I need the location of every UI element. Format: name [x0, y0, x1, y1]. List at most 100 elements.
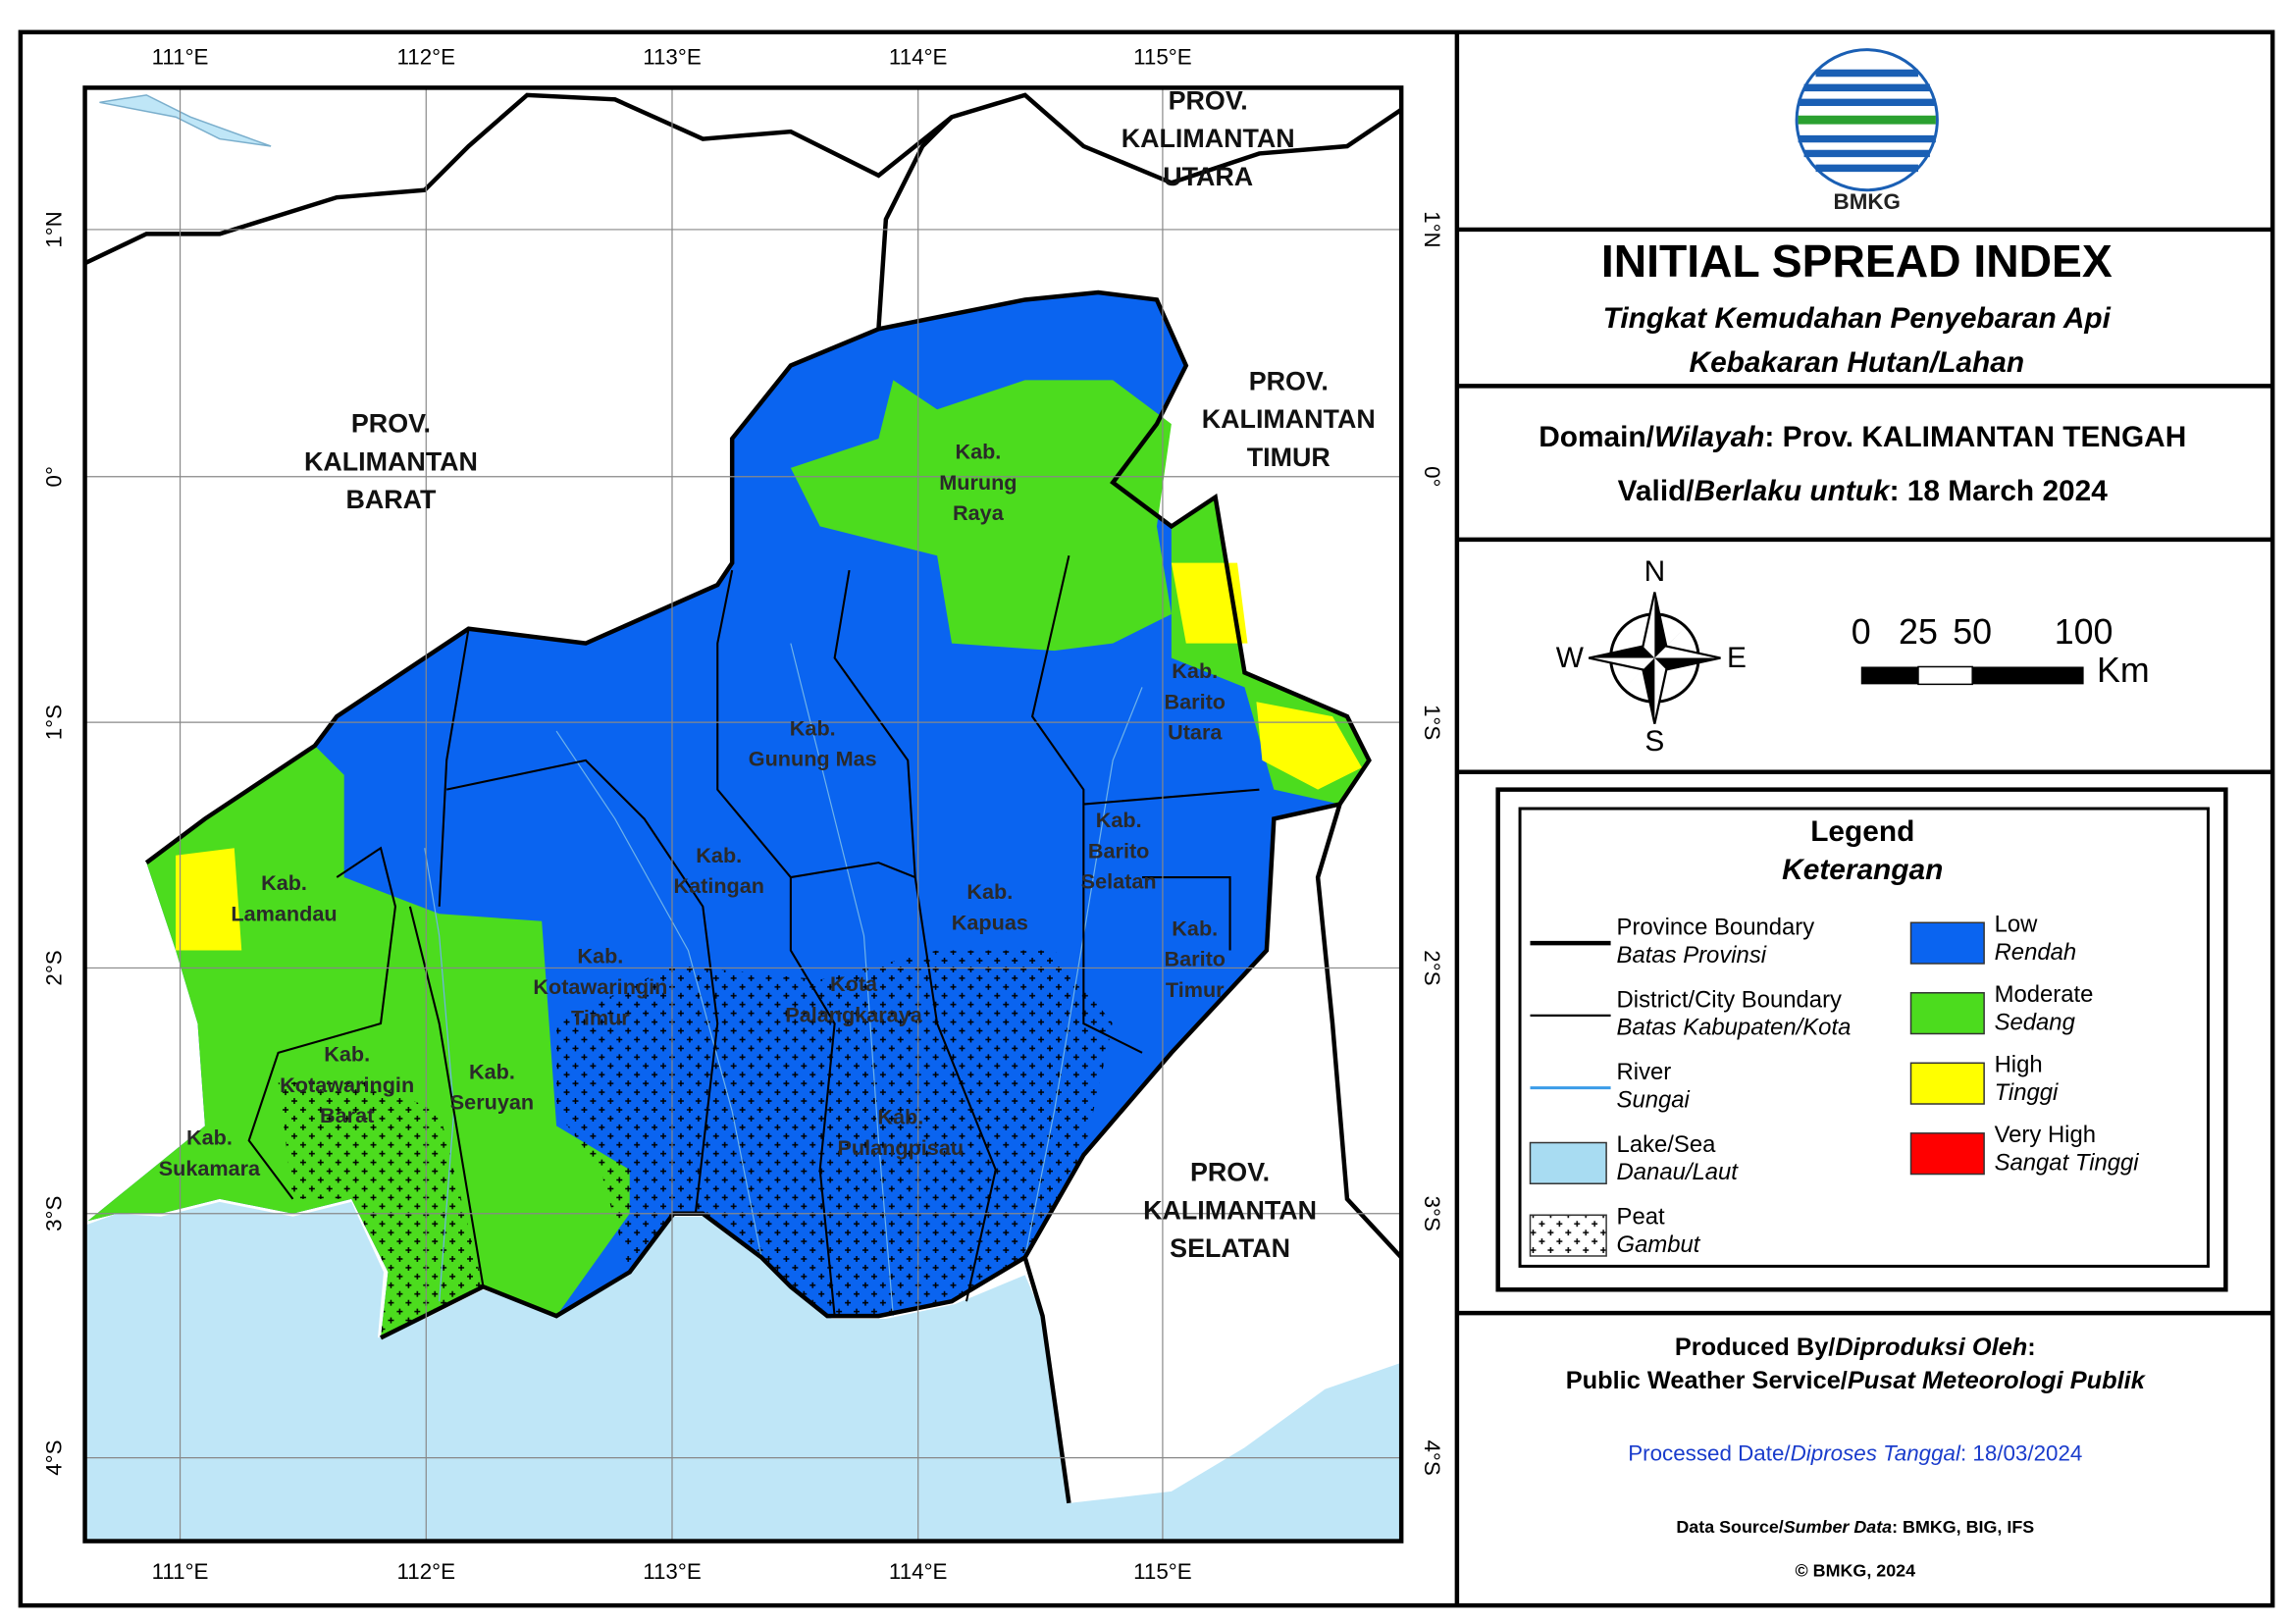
province-label: TIMUR [1247, 443, 1331, 472]
district-label: Kota [830, 971, 878, 996]
district-label: Kab. [1172, 916, 1218, 940]
produced-line-part: : [2027, 1334, 2035, 1361]
map-area [82, 85, 1404, 1544]
district-label: Sukamara [159, 1156, 261, 1180]
legend-label: Province Boundary [1617, 915, 1815, 941]
lat-label-right: 1°S [1420, 705, 1444, 740]
district-label: Kotawaringin [280, 1073, 414, 1097]
compass-letter: E [1727, 642, 1747, 674]
province-label: KALIMANTAN [1143, 1195, 1317, 1225]
lat-label-left: 1°N [42, 211, 67, 248]
processed-line-part: Diproses Tanggal [1791, 1441, 1961, 1466]
district-label: Murung [939, 470, 1017, 495]
legend-inner-frame [1518, 807, 2210, 1268]
district-label: Barito [1165, 947, 1226, 971]
scale-segment [1860, 666, 1918, 685]
scale-tick: 0 [1852, 612, 1871, 652]
province-label: PROV. [1190, 1158, 1270, 1187]
district-label: Barat [320, 1103, 374, 1127]
processed-line-part: : 18/03/2024 [1960, 1441, 2082, 1466]
district-label: Gunung Mas [749, 747, 877, 771]
province-label: KALIMANTAN [1202, 404, 1376, 434]
district-label: Kab. [696, 843, 742, 867]
lat-label-right: 0° [1420, 466, 1444, 487]
lat-label-left: 4°S [42, 1440, 67, 1475]
produced-line-part: Produced By/ [1675, 1334, 1835, 1361]
graticule [84, 87, 1402, 1542]
legend-sublabel: Rendah [1995, 939, 2077, 966]
logo-stripes [1798, 69, 1936, 173]
river [555, 730, 762, 1258]
legend-subtitle: Keterangan [1782, 854, 1943, 886]
legend-sublabel: Batas Kabupaten/Kota [1617, 1015, 1852, 1041]
domain-line: Domain/Wilayah: Prov. KALIMANTAN TENGAH [1539, 421, 2186, 453]
district-label: Kab. [186, 1126, 233, 1150]
lon-label-top: 112°E [396, 45, 455, 70]
processed-line: Processed Date/Diproses Tanggal: 18/03/2… [1628, 1441, 2082, 1466]
scale-segment [1972, 666, 2084, 685]
legend-label: District/City Boundary [1617, 986, 1842, 1013]
compass-letter: S [1644, 725, 1664, 758]
lat-label-right: 3°S [1420, 1196, 1444, 1231]
district-label: Timur [571, 1005, 630, 1029]
province-boundaries [83, 92, 1403, 1504]
scale-segment [1917, 665, 1973, 686]
valid-line-part: : 18 March 2024 [1890, 475, 2109, 507]
compass-letter: W [1556, 642, 1585, 674]
province-label: UTARA [1163, 162, 1253, 191]
compass-star-fill [1589, 592, 1721, 724]
legend-label: Low [1995, 912, 2039, 938]
title: INITIAL SPREAD INDEX [1601, 236, 2113, 287]
lon-label-top: 113°E [643, 45, 702, 70]
river [790, 643, 894, 1317]
subtitle: Kebakaran Hutan/Lahan [1690, 346, 2025, 379]
district-label: Lamandau [231, 902, 337, 926]
producer-line-part: Public Weather Service/ [1566, 1367, 1848, 1394]
legend-swatch [1529, 1141, 1607, 1184]
lon-label-top: 111°E [152, 45, 209, 70]
lat-label-left: 3°S [42, 1196, 67, 1231]
legend-sublabel: Gambut [1617, 1231, 1701, 1258]
lat-label-right: 1°N [1420, 211, 1444, 248]
legend-sublabel: Danau/Laut [1617, 1159, 1740, 1185]
scale-bar [1860, 665, 2084, 686]
lon-label-top: 114°E [889, 45, 948, 70]
province-boundary [144, 289, 1372, 1340]
district-boundary [790, 555, 1260, 1054]
district-label: Kab. [955, 440, 1001, 464]
province-label: KALIMANTAN [304, 446, 478, 476]
district-label: Seruyan [450, 1090, 534, 1115]
valid-line: Valid/Berlaku untuk: 18 March 2024 [1618, 475, 2109, 507]
district-label: Kab. [577, 944, 623, 969]
legend-swatch [1529, 1214, 1607, 1257]
scale-unit: Km [2097, 651, 2150, 690]
compass-letter: N [1644, 555, 1666, 588]
legend-label: River [1617, 1059, 1672, 1085]
district-label: Katingan [673, 873, 764, 898]
panel-dividers [1454, 31, 2273, 1606]
district-label: Kab. [1096, 808, 1142, 832]
logo-text: BMKG [1834, 189, 1901, 214]
copyright: © BMKG, 2024 [1796, 1561, 1916, 1581]
sea [84, 1201, 1402, 1542]
district-label: Raya [953, 500, 1005, 525]
legend-swatch [1909, 1062, 1985, 1105]
river [424, 848, 455, 1302]
province-boundary [1315, 803, 1403, 1259]
legend-label: High [1995, 1052, 2043, 1078]
legend-sublabel: Tinggi [1995, 1079, 2059, 1106]
lat-label-left: 0° [42, 466, 67, 487]
source-line-part: Sumber Data [1784, 1517, 1892, 1537]
legend-sublabel: Sungai [1617, 1086, 1691, 1113]
map-frame [82, 85, 1404, 1544]
district-boundary [247, 846, 485, 1287]
legend-label: Peat [1617, 1204, 1665, 1230]
lat-label-right: 4°S [1420, 1440, 1444, 1475]
producer-line: Public Weather Service/Pusat Meteorologi… [1566, 1367, 2147, 1394]
district-label: Barito [1165, 689, 1226, 713]
province-boundary [876, 115, 954, 330]
lon-label-bottom: 115°E [1133, 1559, 1192, 1584]
province-label: KALIMANTAN [1122, 124, 1295, 153]
district-label: Barito [1088, 838, 1149, 863]
outer-frame [18, 29, 2275, 1608]
